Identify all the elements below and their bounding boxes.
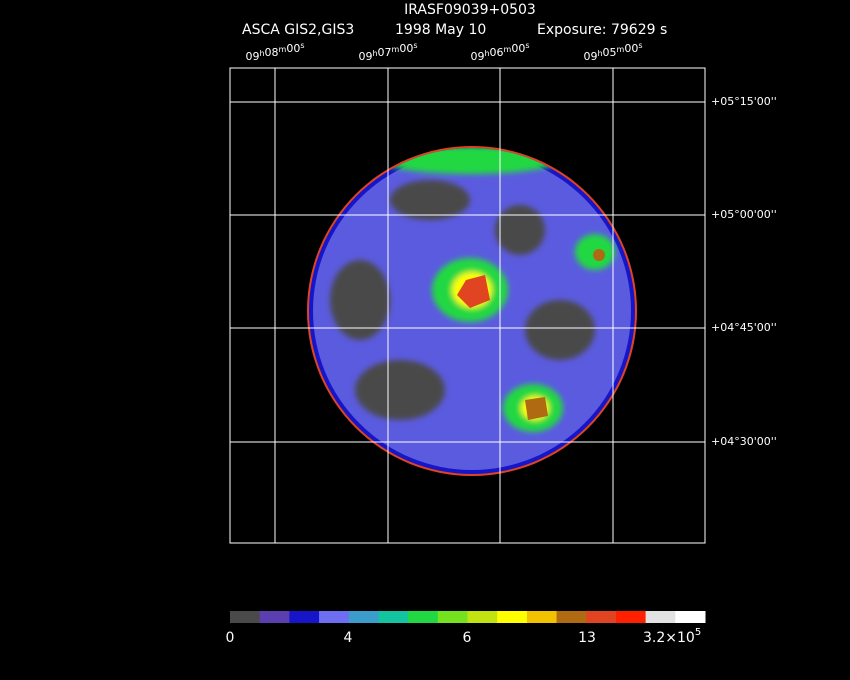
colorbar-swatch (556, 611, 587, 623)
colorbar-label: 6 (463, 630, 472, 646)
title: IRASF09039+0503 (404, 2, 536, 18)
ra-value: 09 (470, 50, 484, 63)
ra-label: 09h08m00s (245, 41, 304, 64)
ra-value: 00 (286, 42, 300, 55)
instrument: ASCA GIS2,GIS3 (242, 22, 354, 38)
colorbar-swatch (467, 611, 498, 623)
exposure: Exposure: 79629 s (537, 22, 667, 38)
ra-unit: m (617, 45, 625, 54)
ra-value: 00 (399, 42, 413, 55)
colorbar-label: 13 (578, 630, 596, 646)
ra-unit: h (484, 49, 489, 58)
date: 1998 May 10 (395, 22, 486, 38)
ra-value: 05 (603, 46, 617, 59)
ra-unit: s (525, 41, 529, 50)
ra-unit: m (504, 45, 512, 54)
colorbar-label: 0 (226, 630, 235, 646)
colorbar-swatch (378, 611, 409, 623)
ra-unit: s (638, 41, 642, 50)
colorbar-swatch (319, 611, 350, 623)
ra-value: 09 (583, 50, 597, 63)
colorbar-swatch (586, 611, 617, 623)
colorbar-swatch (230, 611, 261, 623)
exponent: 5 (695, 627, 701, 638)
colorbar-swatch (408, 611, 439, 623)
colorbar-swatch (615, 611, 647, 623)
colorbar-swatch (526, 611, 558, 623)
frame (229, 67, 706, 544)
ra-value: 09 (358, 50, 372, 63)
ra-unit: h (597, 49, 602, 58)
ra-value: 06 (490, 46, 504, 59)
dec-label: +04°45'00'' (711, 321, 777, 334)
grid (230, 68, 705, 543)
ra-unit: s (413, 41, 417, 50)
ra-value: 00 (624, 42, 638, 55)
colorbar-swatch (259, 611, 290, 623)
colorbar-swatch (497, 611, 528, 623)
ra-unit: h (259, 49, 264, 58)
ra-unit: m (392, 45, 400, 54)
ra-value: 07 (378, 46, 392, 59)
ra-value: 09 (245, 50, 259, 63)
colorbar-swatch (437, 611, 468, 623)
ra-unit: m (279, 45, 287, 54)
ra-label: 09h05m00s (583, 41, 642, 64)
ra-unit: s (300, 41, 304, 50)
dec-label: +04°30'00'' (711, 435, 777, 448)
colorbar-label: 4 (344, 630, 353, 646)
ra-value: 00 (511, 42, 525, 55)
colorbar-swatch (348, 611, 379, 623)
mantissa: 3.2×10 (643, 630, 695, 646)
ra-label: 09h06m00s (470, 41, 529, 64)
ra-label: 09h07m00s (358, 41, 417, 64)
dec-label: +05°00'00'' (711, 208, 777, 221)
ra-unit: h (372, 49, 377, 58)
sky-image (307, 146, 637, 476)
colorbar-label: 3.2×105 (643, 627, 701, 646)
colorbar-swatch (675, 611, 706, 623)
colorbar-swatch (289, 611, 320, 623)
colorbar-swatch (645, 611, 676, 623)
dec-label: +05°15'00'' (711, 95, 777, 108)
ra-value: 08 (265, 46, 279, 59)
